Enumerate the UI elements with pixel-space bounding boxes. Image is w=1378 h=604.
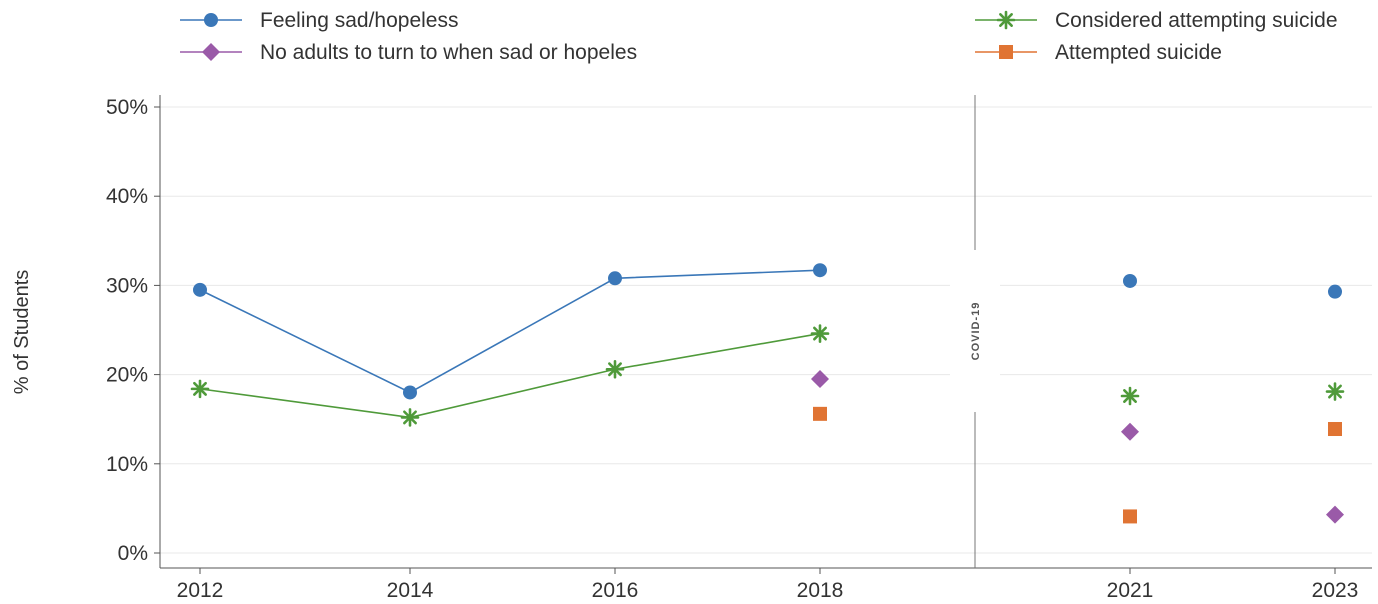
gridlines — [160, 106, 1372, 554]
data-point — [1326, 505, 1344, 524]
data-point — [811, 370, 829, 389]
series-diamond — [811, 370, 1344, 524]
star-core — [611, 366, 619, 373]
data-point — [193, 282, 207, 297]
legend-item: No adults to turn to when sad or hopeles — [180, 41, 637, 64]
data-point — [1325, 382, 1345, 401]
star-core — [1002, 16, 1010, 24]
data-point — [202, 43, 220, 61]
series-circle — [193, 263, 1342, 400]
star-core — [1331, 388, 1339, 395]
star-core — [816, 330, 824, 337]
covid-label: COVID-19 — [970, 302, 982, 361]
legend-label: Attempted suicide — [1055, 41, 1222, 64]
y-tick-label: 40% — [106, 185, 148, 208]
series-star — [190, 324, 1345, 427]
data-point — [190, 379, 210, 399]
series-square — [813, 406, 1342, 524]
data-point — [403, 385, 417, 400]
covid-break: COVID-19 — [950, 95, 1000, 568]
legend-item: Considered attempting suicide — [975, 9, 1338, 32]
star-core — [406, 414, 414, 421]
data-point — [810, 324, 830, 343]
covid-gap — [950, 250, 1000, 412]
data-point — [204, 13, 218, 27]
legend-label: Considered attempting suicide — [1055, 9, 1338, 32]
data-point — [605, 359, 625, 379]
data-point — [1328, 422, 1342, 437]
x-tick-label: 2016 — [592, 579, 639, 602]
data-point — [813, 263, 827, 278]
star-core — [196, 385, 204, 393]
x-tick-label: 2014 — [387, 579, 434, 602]
series-layer — [190, 263, 1345, 524]
y-tick-label: 0% — [118, 542, 148, 565]
data-point — [1120, 386, 1140, 406]
data-point — [996, 10, 1016, 30]
data-point — [608, 271, 622, 286]
series-line — [199, 332, 821, 419]
x-tick-label: 2018 — [797, 579, 844, 602]
x-tick-label: 2023 — [1312, 579, 1359, 602]
x-tick-label: 2012 — [177, 579, 224, 602]
y-axis-label: % of Students — [11, 270, 33, 395]
y-tick-label: 50% — [106, 96, 148, 119]
data-point — [400, 408, 420, 427]
legend: Feeling sad/hopeless No adults to turn to… — [180, 9, 1338, 64]
y-tick-label: 20% — [106, 364, 148, 387]
axes: 0% 10% 20% 30% 40% 50% 2012 2014 2016 2018 2021 202… — [11, 95, 1372, 602]
data-point — [813, 406, 827, 421]
series-line — [199, 269, 821, 394]
data-point — [1123, 509, 1137, 524]
x-tick-label: 2021 — [1107, 579, 1154, 602]
legend-label: No adults to turn to when sad or hopeles — [260, 41, 637, 64]
data-point — [999, 45, 1013, 59]
legend-item: Attempted suicide — [975, 41, 1222, 64]
data-point — [1121, 422, 1139, 441]
star-core — [1126, 392, 1134, 400]
y-tick-label: 30% — [106, 274, 148, 297]
data-point — [1123, 273, 1137, 288]
y-tick-label: 10% — [106, 453, 148, 476]
legend-label: Feeling sad/hopeless — [260, 9, 458, 32]
data-point — [1328, 284, 1342, 299]
legend-item: Feeling sad/hopeless — [180, 9, 458, 32]
